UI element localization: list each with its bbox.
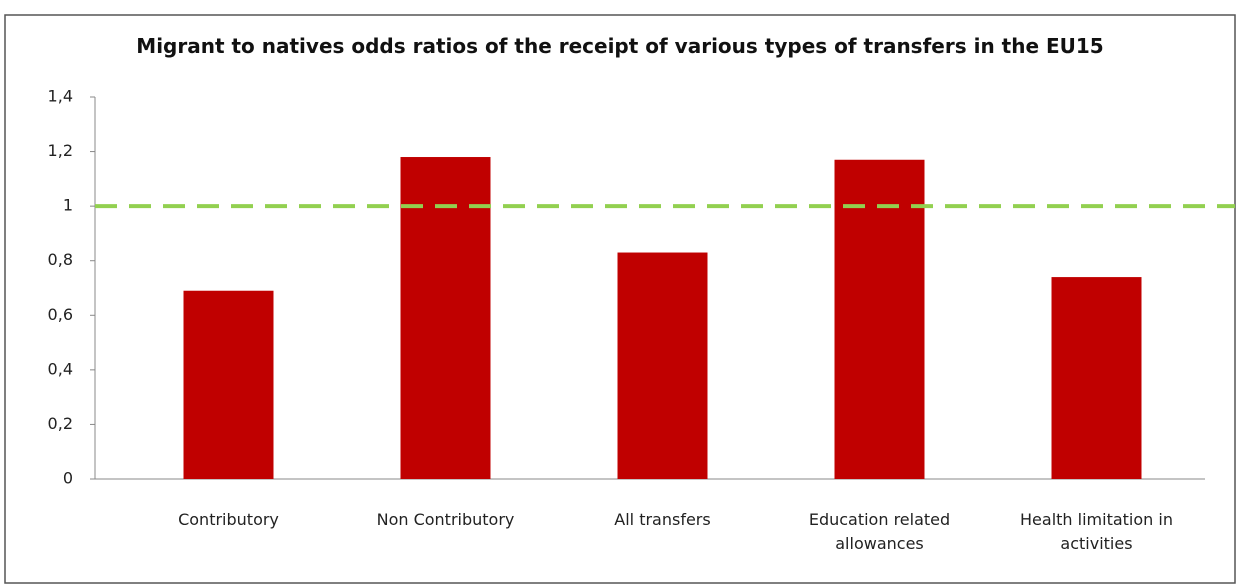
y-tick-label: 0,8 (48, 250, 73, 269)
y-tick-label: 0,4 (48, 359, 73, 378)
y-tick-label: 1 (63, 196, 73, 215)
x-tick-label: Education related allowances (808, 510, 951, 553)
bar (617, 252, 708, 479)
bar (400, 157, 491, 479)
x-tick-label: Health limitation in activities (1020, 510, 1173, 553)
x-tick-label: Non Contributory (376, 510, 515, 529)
y-tick-label: 0 (63, 469, 73, 488)
x-tick-label: Contributory (178, 510, 279, 529)
bar (834, 159, 925, 479)
bar (183, 290, 274, 479)
chart-title: Migrant to natives odds ratios of the re… (136, 34, 1104, 58)
y-tick-label: 0,6 (48, 305, 73, 324)
x-tick-label: All transfers (614, 510, 711, 529)
y-tick-label: 0,2 (48, 414, 73, 433)
chart-border (4, 14, 1236, 584)
y-tick-label: 1,2 (48, 141, 73, 160)
bar (1051, 277, 1142, 479)
y-tick-label: 1,4 (48, 87, 73, 106)
